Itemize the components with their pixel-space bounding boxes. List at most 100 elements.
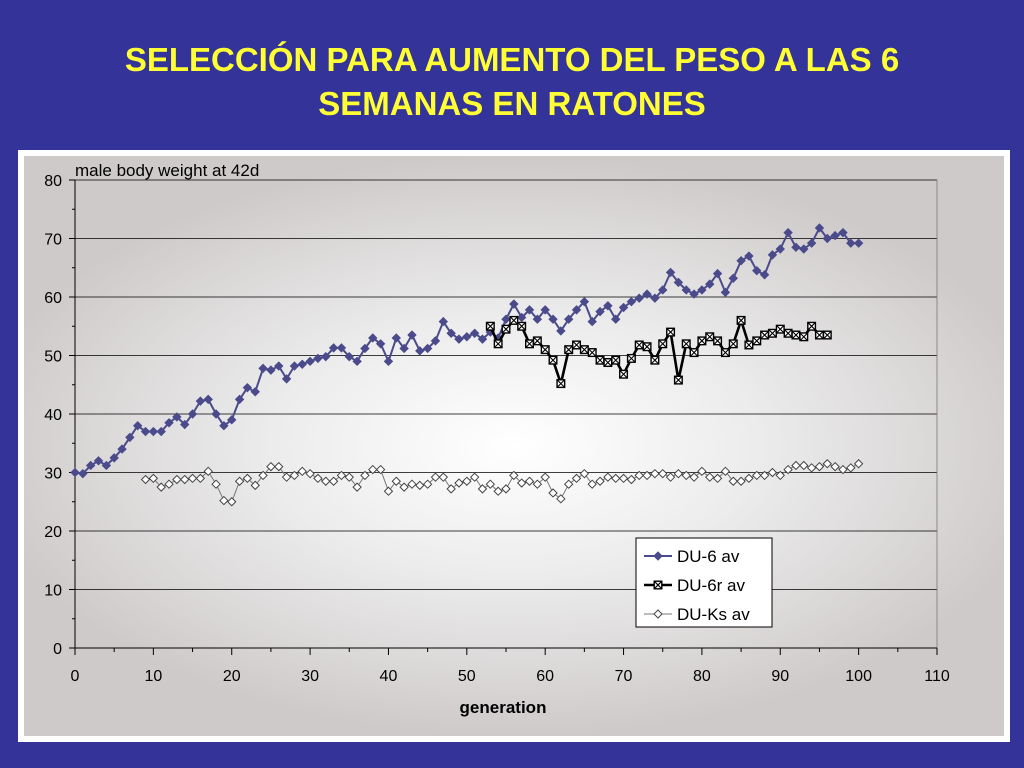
point-du-6-av-51: [469, 328, 480, 338]
point-du-6r-av-56: [509, 315, 519, 325]
point-du-6-av-19: [219, 420, 229, 431]
point-du-6r-av-60-cross: [540, 345, 550, 354]
point-du-6r-av-77: [673, 375, 683, 385]
point-du-ks-av-98: [838, 464, 848, 475]
legend-marker-du-6r-av-cross: [653, 580, 663, 590]
point-du-6-av-67: [595, 306, 605, 317]
point-du-6r-av-73: [642, 342, 652, 352]
point-du-6-av-11: [156, 426, 166, 437]
series-du-6r-av: [485, 315, 832, 389]
point-du-6-av-66: [587, 316, 597, 327]
point-du-6-av-58: [524, 305, 535, 315]
chart-panel: 0 10 20 30 40 50 60 70 80 0 10 20 30 40 50 60 70 80 90 100 1…: [24, 156, 1004, 736]
point-du-6-av-20: [227, 415, 237, 425]
point-du-ks-av-89: [767, 467, 778, 478]
point-du-6r-av-90-cross: [776, 324, 785, 334]
point-du-6r-av-82: [713, 336, 723, 346]
point-du-ks-av-36: [352, 482, 362, 492]
point-du-6-av-52: [477, 334, 488, 344]
point-du-ks-av-62: [556, 494, 566, 504]
point-du-6-av-32: [321, 351, 331, 362]
point-du-6-av-24: [258, 363, 268, 374]
point-du-6r-av-53-cross: [486, 322, 495, 331]
point-du-6r-av-91: [783, 328, 793, 338]
point-du-6-av-99: [846, 238, 856, 248]
chart-title: male body weight at 42d: [75, 161, 259, 180]
point-du-6r-av-56-cross: [509, 316, 519, 325]
point-du-ks-av-24: [258, 470, 268, 481]
point-du-ks-av-72: [634, 470, 644, 481]
point-du-ks-av-76: [665, 472, 676, 482]
point-du-6r-av-93-cross: [799, 332, 808, 341]
point-du-6-av-91: [783, 227, 793, 238]
point-du-6r-av-96-cross: [823, 330, 832, 340]
point-du-6r-av-69: [611, 355, 621, 365]
point-du-6r-av-95: [814, 330, 824, 340]
point-du-ks-av-58: [524, 476, 535, 486]
point-du-6r-av-81: [705, 332, 715, 342]
point-du-ks-av-48: [446, 484, 456, 494]
x-tick-label-0: 0: [71, 668, 80, 685]
point-du-6r-av-65-cross: [580, 345, 589, 354]
point-du-6r-av-78-cross: [682, 339, 691, 348]
point-du-6-av-60: [540, 305, 550, 315]
point-du-ks-av-71: [626, 474, 637, 485]
point-du-6-av-13: [172, 412, 182, 422]
point-du-6r-av-55: [501, 324, 511, 334]
point-du-6r-av-95-cross: [815, 330, 824, 340]
point-du-6-av-84: [728, 273, 738, 283]
x-tick-label-90: 90: [771, 668, 789, 685]
point-du-6-av-6: [117, 444, 127, 454]
point-du-ks-av-53: [485, 479, 496, 489]
y-tick-label-40: 40: [44, 407, 62, 424]
point-du-6r-av-77-cross: [674, 375, 683, 385]
slide-title-line-2: SEMANAS EN RATONES: [318, 85, 706, 122]
point-du-ks-av-13: [172, 474, 182, 485]
y-tick-label-10: 10: [44, 583, 62, 600]
point-du-6r-av-55-cross: [501, 324, 511, 334]
point-du-6-av-37: [360, 343, 370, 354]
x-tick-label-80: 80: [693, 668, 711, 685]
point-du-6r-av-78: [681, 339, 691, 349]
point-du-ks-av-45: [422, 479, 433, 489]
point-du-6r-av-58-cross: [525, 339, 534, 348]
slide-title: SELECCIÓN PARA AUMENTO DEL PESO A LAS 6 …: [0, 38, 1024, 126]
point-du-ks-av-77: [673, 468, 684, 479]
point-du-6r-av-54-cross: [493, 339, 503, 348]
x-tick-label-10: 10: [144, 668, 162, 685]
point-du-ks-av-74: [650, 468, 660, 479]
point-du-ks-av-40: [383, 486, 394, 496]
point-du-6r-av-54: [493, 339, 503, 349]
point-du-6-av-33: [328, 343, 339, 353]
point-du-6-av-96: [822, 233, 832, 244]
point-du-6-av-45: [422, 343, 433, 354]
point-du-6r-av-79: [689, 348, 699, 358]
point-du-ks-av-99: [846, 463, 856, 473]
slide-title-line-1: SELECCIÓN PARA AUMENTO DEL PESO A LAS 6: [124, 41, 900, 78]
point-du-6r-av-66-cross: [588, 348, 597, 357]
point-du-6-av-73: [642, 289, 652, 299]
point-du-6-av-55: [501, 314, 511, 324]
point-du-ks-av-92: [791, 460, 801, 471]
grid: [75, 179, 938, 648]
point-du-6r-av-67-cross: [595, 355, 605, 365]
point-du-ks-av-85: [736, 476, 746, 486]
point-du-ks-av-37: [360, 470, 370, 481]
point-du-ks-av-15: [187, 473, 198, 484]
point-du-6-av-40: [383, 356, 394, 367]
point-du-ks-av-18: [211, 479, 221, 489]
point-du-6-av-23: [250, 387, 260, 397]
point-du-6r-av-69-cross: [611, 355, 620, 365]
point-du-6-av-83: [720, 287, 731, 298]
point-du-6r-av-76: [666, 327, 676, 337]
legend-label-du-ks-av: DU-Ks av: [677, 605, 750, 624]
point-du-6r-av-61-cross: [548, 355, 558, 365]
point-du-6-av-10: [148, 426, 159, 437]
x-tick-label-60: 60: [536, 668, 554, 685]
point-du-6-av-68: [603, 301, 613, 311]
point-du-6-av-38: [368, 333, 378, 343]
point-du-ks-av-91: [783, 464, 793, 475]
point-du-6r-av-68-cross: [603, 358, 613, 367]
point-du-6-av-79: [689, 289, 699, 299]
point-du-6-av-15: [187, 409, 198, 419]
